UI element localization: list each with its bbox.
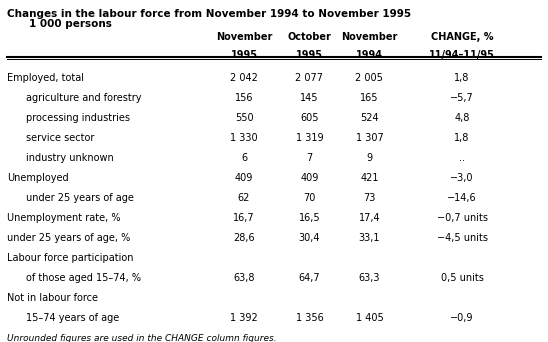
Text: 1995: 1995 xyxy=(231,50,258,60)
Text: 11/94–11/95: 11/94–11/95 xyxy=(429,50,495,60)
Text: 62: 62 xyxy=(238,193,250,203)
Text: 550: 550 xyxy=(235,113,253,123)
Text: October: October xyxy=(288,31,332,41)
Text: 2 005: 2 005 xyxy=(356,73,384,83)
Text: 1 356: 1 356 xyxy=(295,313,323,323)
Text: 421: 421 xyxy=(360,173,379,183)
Text: 1,8: 1,8 xyxy=(454,73,470,83)
Text: 1994: 1994 xyxy=(356,50,383,60)
Text: 63,3: 63,3 xyxy=(358,273,380,283)
Text: 524: 524 xyxy=(360,113,379,123)
Text: 16,7: 16,7 xyxy=(233,213,255,223)
Text: 605: 605 xyxy=(300,113,319,123)
Text: 33,1: 33,1 xyxy=(358,233,380,243)
Text: Changes in the labour force from November 1994 to November 1995: Changes in the labour force from Novembe… xyxy=(7,9,411,19)
Text: Not in labour force: Not in labour force xyxy=(7,293,98,303)
Text: CHANGE, %: CHANGE, % xyxy=(431,31,493,41)
Text: 30,4: 30,4 xyxy=(299,233,320,243)
Text: industry unknown: industry unknown xyxy=(26,153,113,163)
Text: 1 307: 1 307 xyxy=(356,133,383,143)
Text: service sector: service sector xyxy=(26,133,94,143)
Text: 64,7: 64,7 xyxy=(299,273,320,283)
Text: 28,6: 28,6 xyxy=(233,233,255,243)
Text: processing industries: processing industries xyxy=(26,113,130,123)
Text: 63,8: 63,8 xyxy=(233,273,255,283)
Text: under 25 years of age, %: under 25 years of age, % xyxy=(7,233,130,243)
Text: of those aged 15–74, %: of those aged 15–74, % xyxy=(26,273,141,283)
Text: 1,8: 1,8 xyxy=(454,133,470,143)
Text: 156: 156 xyxy=(235,93,253,103)
Text: −5,7: −5,7 xyxy=(450,93,474,103)
Text: under 25 years of age: under 25 years of age xyxy=(26,193,134,203)
Text: 1 319: 1 319 xyxy=(295,133,323,143)
Text: 73: 73 xyxy=(363,193,375,203)
Text: 70: 70 xyxy=(303,193,316,203)
Text: November: November xyxy=(341,31,398,41)
Text: 1 000 persons: 1 000 persons xyxy=(28,19,112,29)
Text: 7: 7 xyxy=(306,153,312,163)
Text: 2 077: 2 077 xyxy=(295,73,323,83)
Text: 1 405: 1 405 xyxy=(356,313,383,323)
Text: 6: 6 xyxy=(241,153,247,163)
Text: Unrounded figures are used in the CHANGE column figures.: Unrounded figures are used in the CHANGE… xyxy=(7,334,277,342)
Text: −3,0: −3,0 xyxy=(450,173,474,183)
Text: −4,5 units: −4,5 units xyxy=(437,233,488,243)
Text: 145: 145 xyxy=(300,93,319,103)
Text: 9: 9 xyxy=(367,153,373,163)
Text: 0,5 units: 0,5 units xyxy=(441,273,483,283)
Text: 409: 409 xyxy=(300,173,318,183)
Text: 409: 409 xyxy=(235,173,253,183)
Text: 16,5: 16,5 xyxy=(299,213,320,223)
Text: 4,8: 4,8 xyxy=(454,113,470,123)
Text: Labour force participation: Labour force participation xyxy=(7,253,133,263)
Text: Unemployed: Unemployed xyxy=(7,173,68,183)
Text: 165: 165 xyxy=(360,93,379,103)
Text: 15–74 years of age: 15–74 years of age xyxy=(26,313,119,323)
Text: ..: .. xyxy=(459,153,465,163)
Text: November: November xyxy=(216,31,272,41)
Text: 1 392: 1 392 xyxy=(230,313,258,323)
Text: −14,6: −14,6 xyxy=(447,193,477,203)
Text: −0,7 units: −0,7 units xyxy=(437,213,488,223)
Text: 17,4: 17,4 xyxy=(358,213,380,223)
Text: Employed, total: Employed, total xyxy=(7,73,84,83)
Text: −0,9: −0,9 xyxy=(450,313,474,323)
Text: 1 330: 1 330 xyxy=(230,133,258,143)
Text: 1995: 1995 xyxy=(296,50,323,60)
Text: Unemployment rate, %: Unemployment rate, % xyxy=(7,213,121,223)
Text: 2 042: 2 042 xyxy=(230,73,258,83)
Text: agriculture and forestry: agriculture and forestry xyxy=(26,93,141,103)
